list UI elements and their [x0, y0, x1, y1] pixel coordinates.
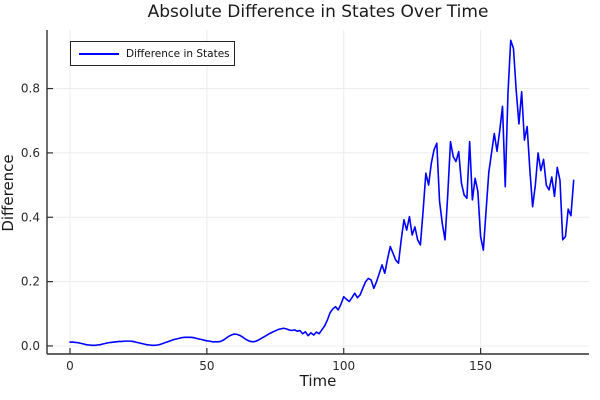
series-line [69, 39, 575, 347]
y-tick-label: 0.8 [21, 82, 40, 96]
chart-title: Absolute Difference in States Over Time [147, 2, 489, 22]
legend-line-sample-icon [79, 52, 119, 55]
x-tick-label: 0 [66, 359, 74, 373]
legend-label: Difference in States [126, 47, 230, 60]
y-axis-label: Difference [0, 154, 17, 232]
x-tick-label: 100 [332, 359, 355, 373]
legend-box: Difference in States [70, 41, 235, 66]
y-tick-label: 0.6 [21, 146, 40, 160]
x-tick-label: 150 [469, 359, 492, 373]
x-axis-label: Time [299, 372, 337, 390]
y-tick-label: 0.4 [21, 210, 40, 224]
y-tick-label: 0.2 [21, 275, 40, 289]
y-tick-label: 0.0 [21, 339, 40, 353]
x-tick-label: 50 [199, 359, 214, 373]
